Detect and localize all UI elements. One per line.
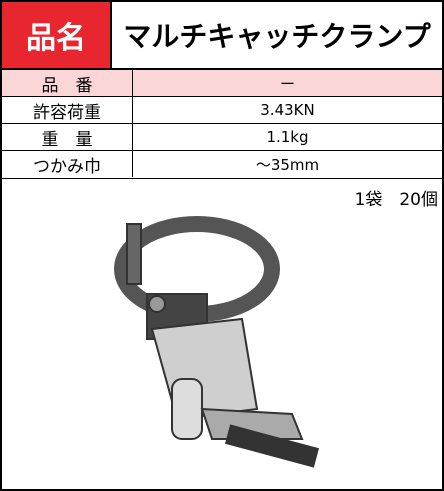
spec-value: ー — [279, 74, 295, 93]
header-label: 品名 — [2, 2, 112, 68]
spec-label: つかみ巾 — [2, 151, 133, 177]
spec-label: 重 量 — [2, 124, 133, 150]
photo-area: 1袋 20個 — [2, 178, 442, 490]
spec-row: つかみ巾 ～35mm — [2, 150, 442, 177]
package-note: 1袋 20個 — [354, 190, 438, 210]
spec-label: 品 番 — [2, 70, 133, 96]
header-title: マルチキャッチクランプ — [123, 20, 431, 53]
spec-value: ～35mm — [255, 155, 320, 174]
spec-value: 1.1kg — [266, 128, 309, 146]
spec-row: 許容荷重 3.43KN — [2, 96, 442, 123]
spec-label: 許容荷重 — [2, 97, 133, 123]
spec-row: 重 量 1.1kg — [2, 123, 442, 150]
spec-row: 品 番ー — [2, 68, 442, 96]
spec-value: 3.43KN — [260, 101, 315, 119]
clamp-illustration — [114, 216, 320, 468]
